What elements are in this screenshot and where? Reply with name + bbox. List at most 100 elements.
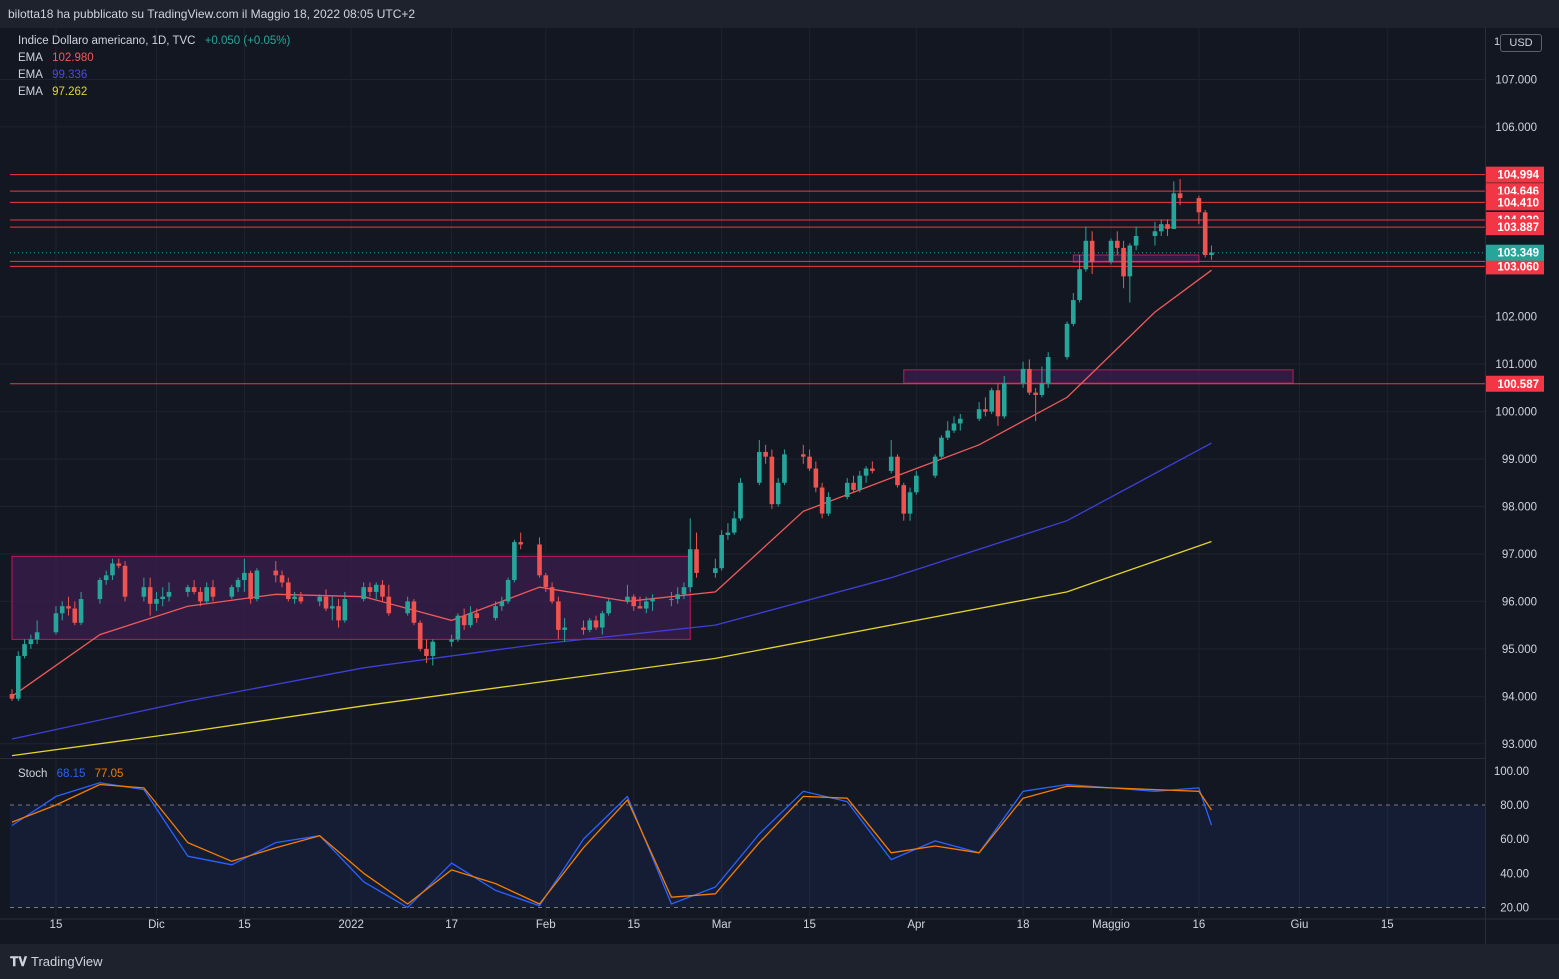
candle xyxy=(1089,231,1095,274)
candle-body xyxy=(1064,323,1070,358)
candle-body xyxy=(725,532,731,535)
candle xyxy=(22,639,27,659)
candle-body xyxy=(292,596,297,600)
x-tick-label: 15 xyxy=(50,919,63,931)
candle-body xyxy=(989,390,994,412)
candle-body xyxy=(122,565,128,597)
candle-body xyxy=(235,580,241,588)
candle xyxy=(512,539,517,583)
x-tick-label: 15 xyxy=(1381,919,1394,931)
y-tick-label: 101.000 xyxy=(1495,359,1537,371)
candle-body xyxy=(1121,247,1126,277)
candle-body xyxy=(681,587,687,595)
candle-body xyxy=(78,599,84,623)
candle-body xyxy=(15,655,21,699)
candle xyxy=(474,608,480,623)
candle xyxy=(901,482,907,521)
candle-body xyxy=(273,570,279,576)
stoch-d-line xyxy=(11,783,1213,905)
candle xyxy=(336,599,341,628)
candle xyxy=(556,596,561,640)
candle-body xyxy=(329,606,335,609)
candle xyxy=(499,596,505,611)
candle xyxy=(939,435,944,460)
candle xyxy=(273,561,279,583)
candle-body xyxy=(405,601,410,614)
publish-header: bilotta18 ha pubblicato su TradingView.c… xyxy=(0,0,1559,28)
stoch-y-tick-label: 100.00 xyxy=(1494,766,1529,778)
candle xyxy=(198,587,203,607)
range-zone xyxy=(903,369,1294,384)
candle xyxy=(844,478,850,500)
candle-body xyxy=(957,418,963,424)
candle xyxy=(1077,255,1082,303)
candle xyxy=(1064,321,1070,360)
y-tick-label: 96.000 xyxy=(1502,596,1537,608)
candle xyxy=(380,580,385,602)
candle xyxy=(1202,209,1208,258)
candle xyxy=(637,596,643,609)
candle xyxy=(775,478,781,507)
candle xyxy=(386,584,392,616)
candle-body xyxy=(160,596,166,600)
y-tick-label: 100.000 xyxy=(1495,407,1537,419)
candle xyxy=(468,606,473,628)
tradingview-logo[interactable]: 𝐓𝐕 TradingView xyxy=(10,954,103,970)
stoch-y-tick-label: 60.00 xyxy=(1500,834,1529,846)
level-price-label: 104.410 xyxy=(1497,197,1539,209)
candle-body xyxy=(380,584,385,597)
candle xyxy=(122,561,128,602)
candle-body xyxy=(28,639,34,645)
candle xyxy=(78,591,84,626)
candle xyxy=(210,580,216,602)
candle-body xyxy=(901,485,907,514)
candle-body xyxy=(386,596,392,614)
candle xyxy=(1114,231,1120,256)
candle-body xyxy=(512,542,517,581)
candle xyxy=(493,601,498,621)
candle xyxy=(606,599,611,616)
candle xyxy=(1133,226,1139,251)
chart-area[interactable]: 15 Dic 15 2022 17 Feb 15 Mar 15 Apr 18 Maggio 16 Giu 1… xyxy=(0,28,1559,944)
legend-ema-2: EMA 99.336 xyxy=(18,69,87,81)
currency-button[interactable]: USD xyxy=(1500,34,1542,52)
level-price-tag xyxy=(1486,375,1544,392)
candle-body xyxy=(587,620,593,630)
candle xyxy=(562,618,567,642)
candle-body xyxy=(593,620,599,628)
candle xyxy=(983,397,988,417)
candle-body xyxy=(185,587,191,592)
y-tick-label: 106.000 xyxy=(1495,122,1537,134)
candle xyxy=(1039,366,1045,398)
candle xyxy=(537,537,542,578)
candle-body xyxy=(493,606,498,619)
ema-label: EMA xyxy=(18,52,43,64)
candle-body xyxy=(373,584,379,592)
x-tick-label: 15 xyxy=(627,919,640,931)
x-tick-label: Dic xyxy=(148,919,165,931)
candle-body xyxy=(870,468,875,471)
candle-body xyxy=(1165,224,1170,229)
candle-body xyxy=(1114,240,1120,248)
candle-body xyxy=(895,456,900,486)
candle-body xyxy=(675,594,680,600)
candle xyxy=(581,620,586,635)
candle xyxy=(976,402,982,422)
candle xyxy=(757,440,762,486)
level-price-tag xyxy=(1486,219,1544,236)
candle-body xyxy=(1209,252,1214,256)
symbol-name: Indice Dollaro americano, 1D, TVC xyxy=(18,35,196,47)
candle xyxy=(411,599,417,626)
candle-body xyxy=(518,542,523,545)
candle-body xyxy=(474,613,480,619)
candle-body xyxy=(154,599,159,604)
candle xyxy=(694,532,699,578)
candle xyxy=(769,449,775,509)
candle xyxy=(147,577,153,616)
candle xyxy=(424,639,429,664)
candle-body xyxy=(103,575,109,581)
ema-value: 99.336 xyxy=(52,69,88,81)
x-tick-label: 15 xyxy=(803,919,816,931)
y-tick-label: 93.000 xyxy=(1502,739,1537,751)
candle-body xyxy=(1033,392,1038,395)
